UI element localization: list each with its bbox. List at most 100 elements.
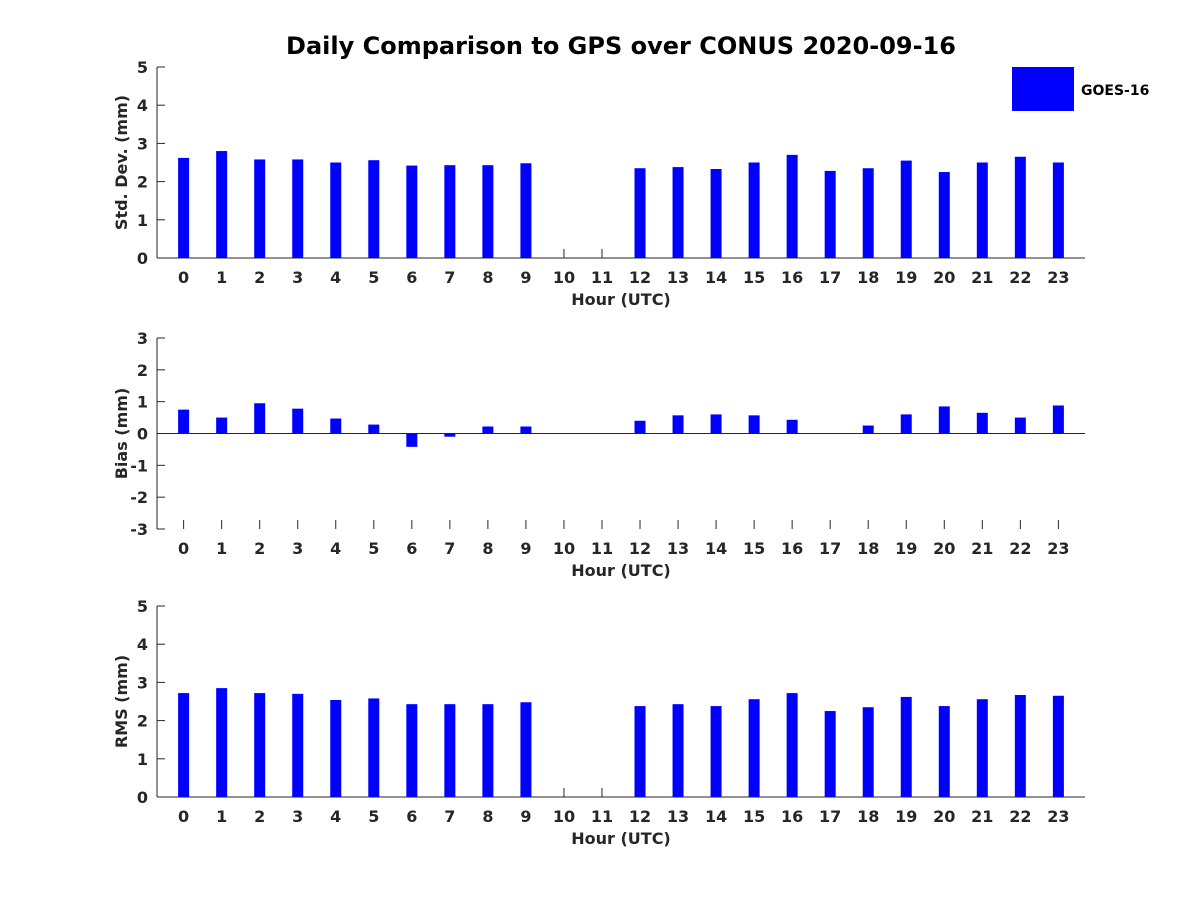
x-tick-label: 2 — [254, 807, 265, 826]
bar-hour-20 — [938, 406, 950, 434]
x-tick-label: 9 — [520, 268, 531, 287]
bar-hour-23 — [1052, 405, 1064, 434]
x-tick-label: 7 — [444, 539, 455, 558]
y-tick-label: 4 — [137, 635, 148, 654]
x-tick-label: 8 — [482, 268, 493, 287]
x-tick-label: 22 — [1009, 268, 1031, 287]
bar-hour-0 — [178, 409, 190, 434]
y-axis-label: Bias (mm) — [112, 388, 131, 480]
x-tick-label: 22 — [1009, 807, 1031, 826]
bar-hour-22 — [1014, 695, 1026, 797]
bar-hour-2 — [254, 403, 266, 434]
x-tick-label: 6 — [406, 268, 417, 287]
x-tick-label: 12 — [629, 807, 651, 826]
x-tick-label: 16 — [781, 539, 803, 558]
bar-hour-4 — [330, 699, 342, 797]
y-tick-label: 2 — [137, 712, 148, 731]
bar-hour-13 — [672, 167, 684, 258]
bar-hour-9 — [520, 426, 532, 434]
y-tick-label: 5 — [137, 58, 148, 77]
x-tick-label: 5 — [368, 807, 379, 826]
x-tick-label: 19 — [895, 539, 917, 558]
y-tick-label: 3 — [137, 673, 148, 692]
y-tick-label: 1 — [137, 211, 148, 230]
x-tick-label: 19 — [895, 807, 917, 826]
bar-hour-17 — [824, 711, 836, 797]
chart-title: Daily Comparison to GPS over CONUS 2020-… — [286, 32, 956, 60]
x-tick-label: 17 — [819, 268, 841, 287]
bar-hour-8 — [482, 704, 494, 797]
bar-hour-21 — [976, 162, 988, 258]
x-tick-label: 13 — [667, 807, 689, 826]
bar-hour-5 — [368, 424, 380, 434]
x-tick-label: 14 — [705, 539, 727, 558]
bar-hour-15 — [748, 162, 760, 258]
x-tick-label: 16 — [781, 268, 803, 287]
x-tick-label: 15 — [743, 807, 765, 826]
x-tick-label: 20 — [933, 807, 955, 826]
bar-hour-8 — [482, 165, 494, 258]
bar-hour-1 — [216, 151, 228, 258]
bar-hour-20 — [938, 706, 950, 797]
x-tick-label: 18 — [857, 539, 879, 558]
bar-hour-14 — [710, 706, 722, 797]
bar-hour-19 — [900, 160, 912, 258]
y-tick-label: 2 — [137, 361, 148, 380]
x-tick-label: 11 — [591, 268, 613, 287]
x-axis-label: Hour (UTC) — [571, 290, 671, 309]
bar-hour-1 — [216, 417, 228, 434]
bar-hour-2 — [254, 159, 266, 258]
bar-hour-0 — [178, 157, 190, 258]
bar-hour-4 — [330, 418, 342, 434]
x-tick-label: 18 — [857, 807, 879, 826]
bar-hour-5 — [368, 160, 380, 258]
x-axis-label: Hour (UTC) — [571, 561, 671, 580]
x-tick-label: 0 — [178, 268, 189, 287]
bar-hour-15 — [748, 699, 760, 797]
x-tick-label: 15 — [743, 268, 765, 287]
y-tick-label: 0 — [137, 788, 148, 807]
x-tick-label: 2 — [254, 268, 265, 287]
bar-hour-21 — [976, 412, 988, 434]
bar-hour-5 — [368, 698, 380, 797]
x-tick-label: 1 — [216, 268, 227, 287]
bar-hour-7 — [444, 433, 456, 437]
bar-hour-3 — [292, 159, 304, 258]
x-tick-label: 18 — [857, 268, 879, 287]
x-tick-label: 6 — [406, 807, 417, 826]
x-tick-label: 0 — [178, 807, 189, 826]
y-tick-label: 0 — [137, 249, 148, 268]
bar-hour-0 — [178, 693, 190, 797]
bar-hour-12 — [634, 706, 646, 797]
bar-hour-3 — [292, 408, 304, 434]
legend-label: GOES-16 — [1081, 83, 1149, 99]
y-tick-label: 3 — [137, 134, 148, 153]
x-tick-label: 3 — [292, 807, 303, 826]
bar-hour-1 — [216, 688, 228, 797]
bar-hour-9 — [520, 163, 532, 258]
x-tick-label: 4 — [330, 807, 341, 826]
x-tick-label: 14 — [705, 268, 727, 287]
y-tick-label: 1 — [137, 750, 148, 769]
x-tick-label: 5 — [368, 268, 379, 287]
x-tick-label: 7 — [444, 807, 455, 826]
x-tick-label: 8 — [482, 539, 493, 558]
x-tick-label: 14 — [705, 807, 727, 826]
y-tick-label: 2 — [137, 173, 148, 192]
bar-hour-4 — [330, 162, 342, 258]
x-tick-label: 9 — [520, 807, 531, 826]
x-tick-label: 3 — [292, 268, 303, 287]
bar-hour-19 — [900, 696, 912, 797]
bar-hour-8 — [482, 426, 494, 434]
x-tick-label: 20 — [933, 268, 955, 287]
x-tick-label: 6 — [406, 539, 417, 558]
bar-hour-16 — [786, 419, 798, 434]
x-tick-label: 0 — [178, 539, 189, 558]
bar-hour-22 — [1014, 156, 1026, 258]
y-tick-label: -3 — [130, 520, 148, 539]
bar-hour-6 — [406, 704, 418, 797]
bar-hour-6 — [406, 433, 418, 447]
y-tick-label: 4 — [137, 96, 148, 115]
x-tick-label: 13 — [667, 539, 689, 558]
